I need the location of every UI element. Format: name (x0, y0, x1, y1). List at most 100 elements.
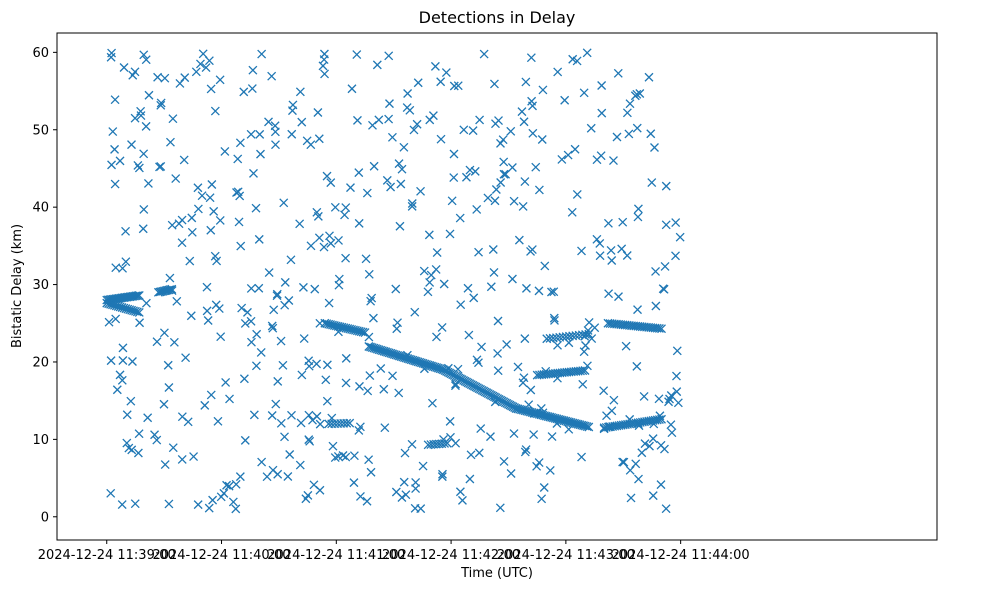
data-point (436, 134, 446, 144)
data-point (262, 472, 272, 482)
data-point (233, 154, 243, 164)
data-point (164, 383, 174, 392)
data-point (104, 317, 114, 327)
data-point (633, 305, 642, 315)
data-point (367, 293, 377, 303)
data-point (372, 60, 382, 70)
x-tick-label: 2024-12-24 11:41:00 (267, 548, 405, 563)
data-point (355, 491, 365, 501)
data-point (164, 285, 174, 295)
data-point (107, 160, 117, 170)
data-point (117, 500, 127, 510)
data-point (614, 292, 623, 302)
data-point (134, 429, 144, 439)
data-point (536, 403, 546, 413)
data-point (644, 72, 654, 82)
data-point (160, 460, 170, 470)
data-point (141, 55, 151, 65)
data-point (416, 504, 426, 514)
data-point (141, 121, 151, 131)
data-point (220, 147, 230, 156)
data-point (397, 493, 407, 502)
data-point (605, 422, 614, 432)
data-point (269, 305, 279, 315)
data-point (411, 484, 421, 494)
data-point (287, 129, 297, 139)
y-tick-label: 10 (32, 433, 49, 448)
data-point (322, 360, 332, 370)
data-point (175, 78, 185, 88)
data-point (134, 307, 144, 317)
data-point (622, 108, 632, 118)
data-point (248, 65, 258, 75)
data-point (338, 451, 348, 460)
data-point (660, 444, 669, 454)
data-point (476, 424, 486, 434)
data-point (209, 206, 219, 216)
data-point (349, 451, 359, 461)
data-point (397, 164, 407, 174)
y-tick-label: 50 (32, 123, 49, 138)
data-point (172, 296, 182, 306)
data-point (418, 461, 428, 471)
data-point (495, 503, 505, 513)
data-point (490, 196, 500, 206)
data-point (457, 495, 467, 505)
data-point (632, 89, 642, 99)
data-point (461, 172, 471, 182)
data-point (466, 450, 476, 460)
data-point (592, 155, 602, 165)
data-point (234, 217, 244, 227)
data-point (334, 274, 344, 284)
data-point (549, 313, 559, 323)
data-point (254, 234, 264, 244)
data-point (675, 232, 685, 242)
data-point (322, 171, 332, 181)
data-point (545, 465, 555, 475)
data-point (472, 355, 482, 365)
data-point (224, 481, 234, 491)
data-point (328, 441, 338, 451)
data-point (541, 366, 551, 376)
data-point (580, 366, 590, 375)
data-point (233, 187, 243, 197)
data-point (285, 450, 295, 459)
data-point (251, 361, 261, 371)
data-point (341, 452, 351, 462)
data-point (587, 334, 597, 344)
data-point (437, 322, 447, 332)
data-point (666, 420, 676, 430)
data-point (671, 218, 681, 228)
data-point (572, 189, 582, 199)
data-point (380, 423, 390, 433)
data-point (572, 56, 582, 66)
data-point (496, 178, 506, 187)
plot-area (56, 32, 938, 541)
data-point (376, 364, 386, 373)
data-point (280, 432, 289, 442)
data-point (597, 81, 607, 90)
data-point (632, 123, 642, 133)
data-point (304, 356, 314, 366)
data-point (267, 71, 277, 81)
data-point (305, 436, 315, 446)
data-point (436, 77, 446, 87)
data-point (519, 373, 529, 383)
data-point (313, 211, 323, 221)
data-point (322, 396, 332, 406)
data-point (470, 166, 480, 176)
data-point (136, 111, 146, 121)
data-point (661, 220, 671, 230)
data-point (334, 235, 343, 245)
data-point (312, 359, 322, 369)
data-point (445, 229, 455, 239)
data-point (607, 256, 617, 265)
data-point (394, 388, 404, 398)
data-point (341, 353, 351, 363)
data-point (529, 430, 539, 440)
data-point (107, 48, 117, 58)
data-point (507, 274, 517, 284)
data-point (186, 311, 196, 321)
